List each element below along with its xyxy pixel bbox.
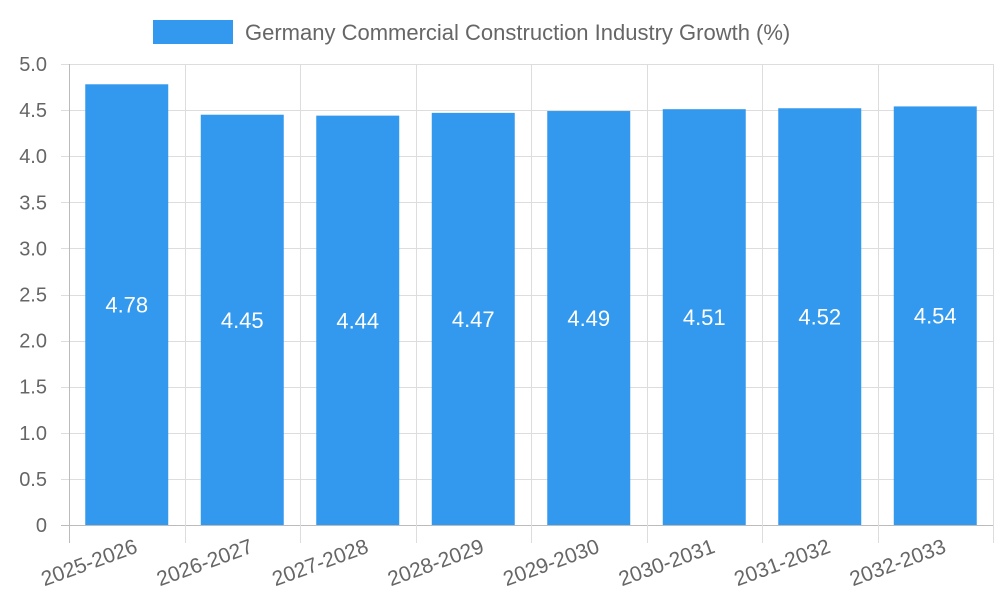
y-tick-label: 0.5 (19, 469, 47, 491)
bar (893, 106, 977, 526)
x-tick-label: 2025-2026 (38, 535, 140, 591)
bar (778, 108, 862, 526)
y-tick-label: 3.5 (19, 192, 47, 214)
y-tick-label: 4.0 (19, 146, 47, 168)
bar (200, 114, 284, 526)
legend: Germany Commercial Construction Industry… (153, 20, 790, 45)
x-tick-label: 2027-2028 (269, 535, 371, 591)
data-label: 4.52 (798, 305, 841, 330)
bars (85, 84, 977, 526)
x-tick-label: 2030-2031 (616, 535, 718, 591)
data-label: 4.44 (336, 308, 379, 333)
data-label: 4.47 (452, 307, 495, 332)
y-tick-label: 3.0 (19, 238, 47, 260)
y-tick-label: 4.5 (19, 100, 47, 122)
data-labels: 4.78 4.45 4.44 4.47 4.49 4.51 4.52 4.54 (105, 293, 956, 334)
bar (662, 109, 746, 525)
x-tick-label: 2031-2032 (731, 535, 833, 591)
x-tick-label: 2029-2030 (500, 535, 602, 591)
bar (85, 84, 169, 525)
legend-swatch (153, 20, 233, 44)
x-tick-label: 2028-2029 (385, 535, 487, 591)
data-label: 4.54 (914, 304, 957, 329)
data-label: 4.45 (221, 308, 264, 333)
data-label: 4.49 (567, 306, 610, 331)
bar (547, 111, 631, 525)
data-label: 4.51 (683, 305, 726, 330)
x-tick-label: 2026-2027 (154, 535, 256, 591)
x-tick-label: 2032-2033 (847, 535, 949, 591)
y-tick-label: 0 (36, 515, 47, 537)
y-tick-label: 1.5 (19, 377, 47, 399)
bar (316, 115, 400, 526)
bar (431, 112, 515, 525)
y-tick-label: 2.0 (19, 331, 47, 353)
y-tick-label: 2.5 (19, 285, 47, 307)
legend-label: Germany Commercial Construction Industry… (245, 20, 790, 45)
data-label: 4.78 (105, 293, 148, 318)
y-tick-label: 1.0 (19, 423, 47, 445)
y-tick-label: 5.0 (19, 54, 47, 76)
